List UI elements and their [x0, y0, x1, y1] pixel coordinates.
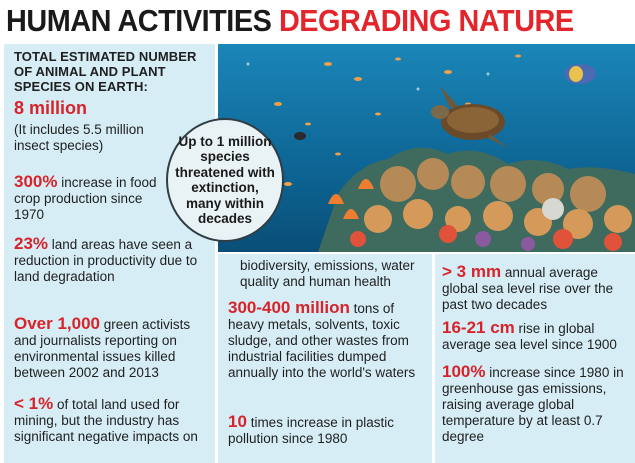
activists-value: Over 1,000 — [14, 314, 101, 333]
species-value: 8 million — [14, 98, 88, 118]
sea-rate-value: > 3 mm — [442, 262, 502, 281]
plastic-value: 10 — [228, 412, 247, 431]
food-value: 300% — [14, 172, 58, 191]
plastic-stat: 10 times increase in plastic pollution s… — [228, 412, 428, 447]
sea-total-stat: 16-21 cm rise in global average sea leve… — [442, 318, 630, 353]
food-text: increase in food crop production since 1… — [14, 175, 157, 222]
ghg-text: increase since 1980 in greenhouse gas em… — [442, 365, 624, 444]
coral-reef-photo — [218, 44, 635, 252]
sea-turtle-icon — [431, 86, 508, 148]
species-note: (It includes 5.5 million insect species) — [14, 122, 144, 153]
waste-value: 300-400 million — [228, 298, 350, 317]
sea-total-value: 16-21 cm — [442, 318, 515, 337]
title-part-2: DEGRADING NATURE — [278, 3, 574, 38]
coral-reef-illustration — [218, 44, 635, 252]
mining-text: of total land used for mining, but the i… — [14, 397, 198, 444]
waste-text: tons of heavy metals, solvents, toxic sl… — [228, 301, 416, 380]
waste-stat: 300-400 million tons of heavy metals, so… — [228, 298, 428, 381]
left-panel — [4, 44, 215, 463]
continued-text: biodiversity, emissions, water quality a… — [240, 258, 415, 289]
mining-value: < 1% — [14, 394, 54, 413]
mining-stat: < 1% of total land used for mining, but … — [14, 394, 216, 445]
title-part-1: HUMAN ACTIVITIES — [6, 3, 272, 38]
activists-text: green activists and journalists reportin… — [14, 317, 191, 380]
middle-panel — [218, 254, 432, 463]
extinction-callout: Up to 1 million species threatened with … — [166, 118, 284, 242]
sea-total-text: rise in global average sea level since 1… — [442, 321, 617, 352]
callout-text: Up to 1 million species threatened with … — [175, 133, 275, 227]
land-text: land areas have seen a reduction in prod… — [14, 237, 198, 284]
ghg-value: 100% — [442, 362, 486, 381]
plastic-text: times increase in plastic pollution sinc… — [228, 415, 394, 446]
food-production-stat: 300% increase in food crop production si… — [14, 172, 159, 223]
land-value: 23% — [14, 234, 49, 253]
sea-rate-stat: > 3 mm annual average global sea level r… — [442, 262, 630, 313]
page-title: HUMAN ACTIVITIES DEGRADING NATURE — [6, 4, 574, 38]
sea-rate-text: annual average global sea level rise ove… — [442, 265, 614, 312]
land-degradation-stat: 23% land areas have seen a reduction in … — [14, 234, 212, 285]
species-caption: TOTAL ESTIMATED NUMBER OF ANIMAL AND PLA… — [14, 49, 197, 94]
header: HUMAN ACTIVITIES DEGRADING NATURE — [0, 0, 635, 42]
right-panel — [435, 254, 635, 463]
ghg-stat: 100% increase since 1980 in greenhouse g… — [442, 362, 632, 445]
activists-stat: Over 1,000 green activists and journalis… — [14, 314, 216, 381]
